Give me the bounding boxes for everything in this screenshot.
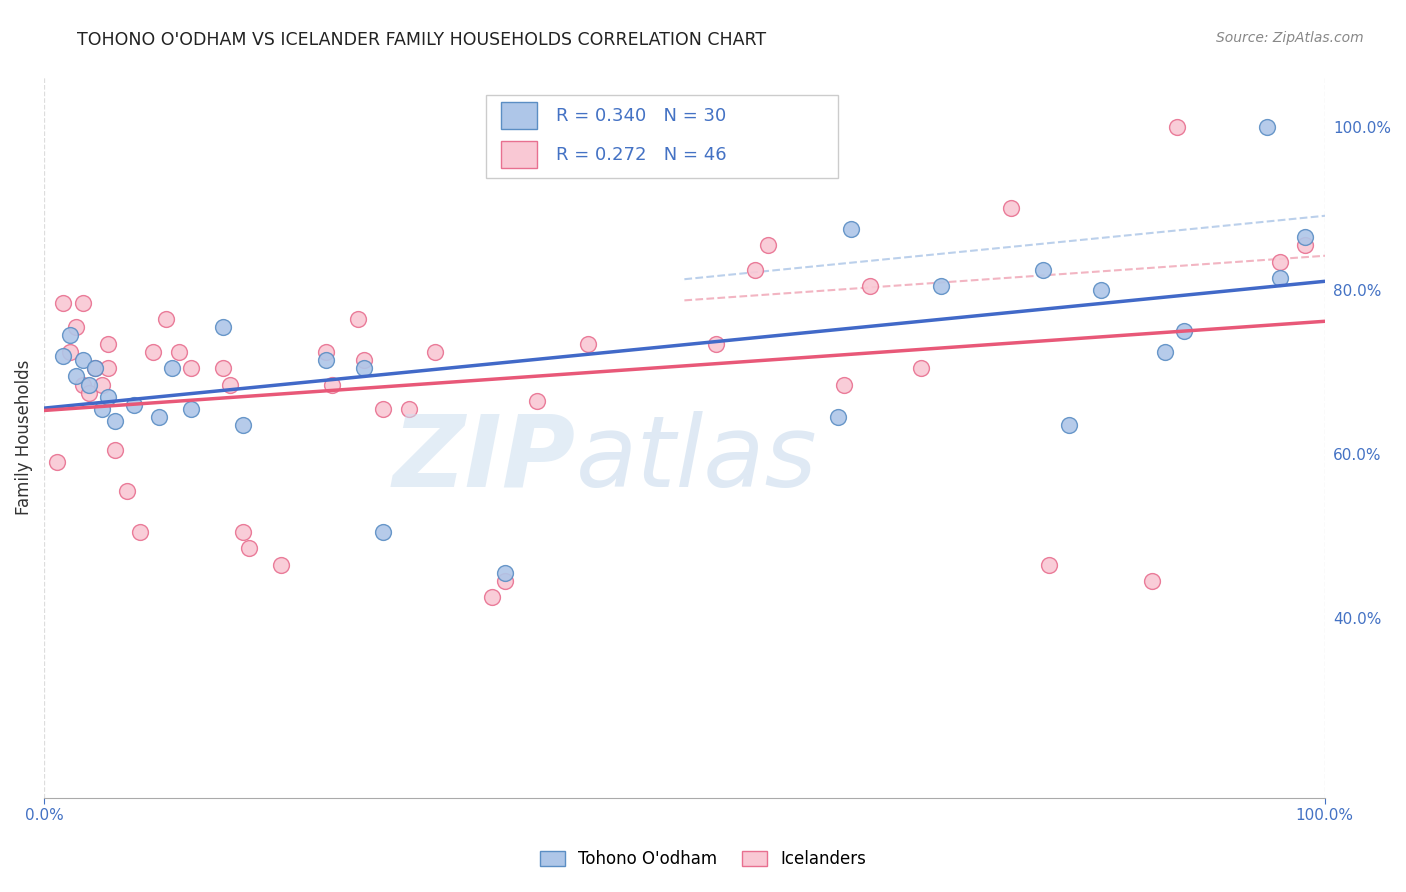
Point	[1032, 263, 1054, 277]
Point	[97, 390, 120, 404]
Point	[347, 312, 370, 326]
Point	[90, 377, 112, 392]
Point	[59, 328, 82, 343]
Point	[526, 393, 548, 408]
Point	[167, 344, 190, 359]
Point	[238, 541, 260, 556]
Point	[398, 402, 420, 417]
Point	[494, 566, 516, 580]
Point	[232, 524, 254, 539]
Point	[77, 385, 100, 400]
Point	[180, 402, 202, 417]
FancyBboxPatch shape	[502, 141, 537, 169]
Point	[373, 402, 395, 417]
Point	[129, 524, 152, 539]
Point	[97, 361, 120, 376]
Point	[1038, 558, 1060, 572]
Point	[910, 361, 932, 376]
Point	[315, 353, 337, 368]
Point	[1000, 202, 1022, 216]
Point	[45, 455, 67, 469]
Point	[1090, 284, 1112, 298]
Point	[706, 336, 728, 351]
Point	[52, 295, 75, 310]
Point	[1166, 120, 1188, 134]
Point	[117, 483, 139, 498]
Point	[180, 361, 202, 376]
Point	[1140, 574, 1163, 588]
Point	[1256, 120, 1278, 134]
Point	[1294, 230, 1316, 244]
Point	[212, 320, 235, 334]
Point	[1268, 271, 1291, 285]
FancyBboxPatch shape	[502, 102, 537, 129]
Point	[77, 377, 100, 392]
Point	[834, 377, 856, 392]
Text: ZIP: ZIP	[392, 411, 575, 508]
Point	[52, 349, 75, 363]
Text: R = 0.340   N = 30: R = 0.340 N = 30	[557, 107, 727, 125]
Point	[84, 361, 107, 376]
Point	[423, 344, 446, 359]
Point	[148, 410, 170, 425]
Point	[84, 361, 107, 376]
Point	[353, 361, 375, 376]
Legend: Tohono O'odham, Icelanders: Tohono O'odham, Icelanders	[533, 844, 873, 875]
Point	[576, 336, 599, 351]
Point	[218, 377, 240, 392]
Point	[929, 279, 952, 293]
Text: atlas: atlas	[575, 411, 817, 508]
Point	[1153, 344, 1175, 359]
Point	[103, 414, 125, 428]
Point	[72, 295, 94, 310]
Point	[353, 353, 375, 368]
Point	[373, 524, 395, 539]
Point	[744, 263, 766, 277]
Point	[72, 377, 94, 392]
Point	[315, 344, 337, 359]
FancyBboxPatch shape	[486, 95, 838, 178]
Point	[827, 410, 849, 425]
Point	[212, 361, 235, 376]
Point	[321, 377, 343, 392]
Point	[103, 443, 125, 458]
Point	[270, 558, 292, 572]
Point	[1268, 254, 1291, 268]
Point	[155, 312, 177, 326]
Point	[59, 344, 82, 359]
Point	[481, 591, 503, 605]
Point	[839, 222, 862, 236]
Text: Source: ZipAtlas.com: Source: ZipAtlas.com	[1216, 31, 1364, 45]
Point	[1294, 238, 1316, 252]
Point	[97, 336, 120, 351]
Point	[1057, 418, 1080, 433]
Point	[160, 361, 183, 376]
Point	[232, 418, 254, 433]
Point	[65, 369, 87, 384]
Point	[859, 279, 882, 293]
Y-axis label: Family Households: Family Households	[15, 360, 32, 516]
Text: TOHONO O'ODHAM VS ICELANDER FAMILY HOUSEHOLDS CORRELATION CHART: TOHONO O'ODHAM VS ICELANDER FAMILY HOUSE…	[77, 31, 766, 49]
Point	[494, 574, 516, 588]
Text: R = 0.272   N = 46: R = 0.272 N = 46	[557, 145, 727, 163]
Point	[65, 320, 87, 334]
Point	[1173, 324, 1195, 338]
Point	[72, 353, 94, 368]
Point	[756, 238, 779, 252]
Point	[90, 402, 112, 417]
Point	[122, 398, 145, 412]
Point	[142, 344, 165, 359]
